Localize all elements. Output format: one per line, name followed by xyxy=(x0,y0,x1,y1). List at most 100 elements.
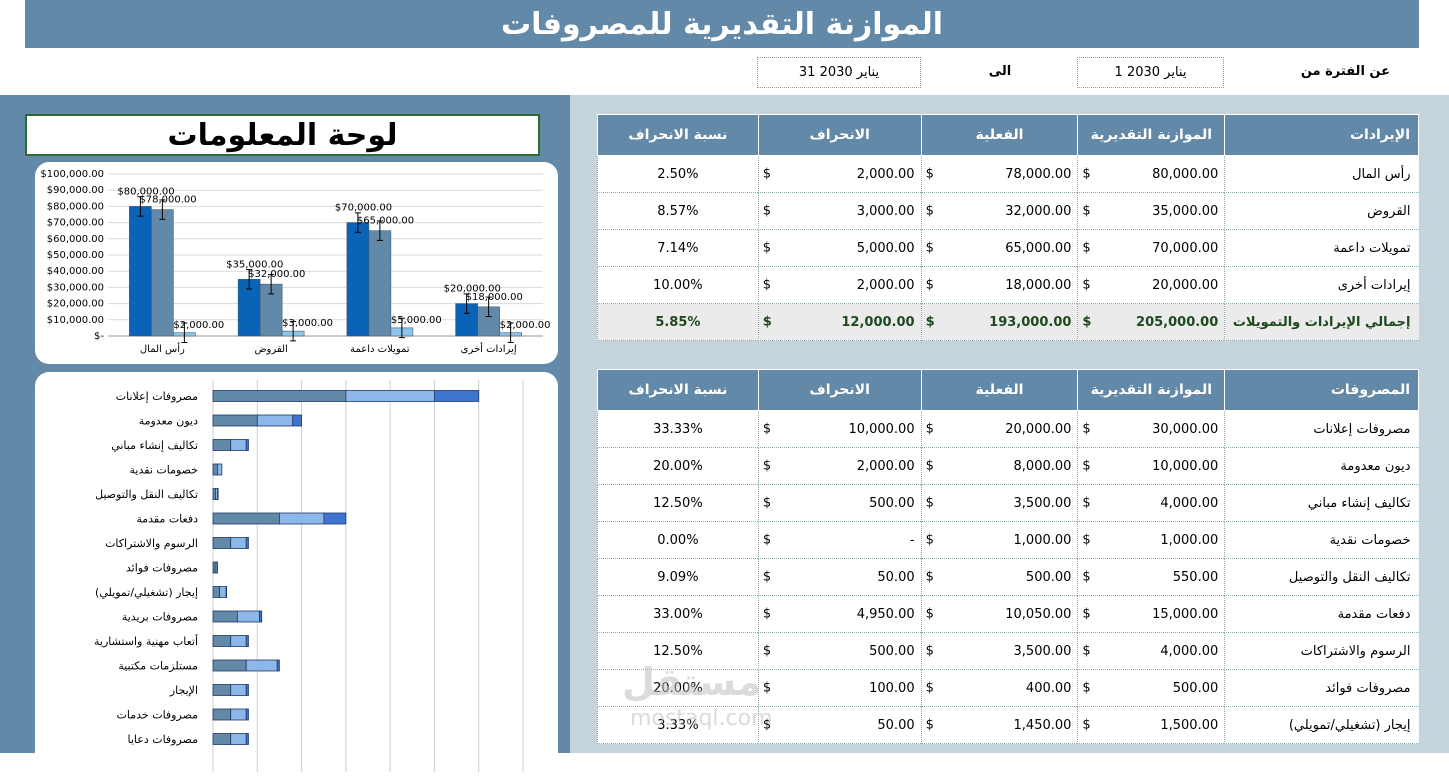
y-tick-label: دفعات مقدمة xyxy=(136,513,198,526)
currency-symbol: $ xyxy=(925,643,934,659)
cell-variance[interactable]: $ - xyxy=(757,521,922,559)
cell-actual[interactable]: $8,000.00 xyxy=(920,447,1078,485)
cell-budget[interactable]: $4,000.00 xyxy=(1077,484,1225,522)
cell-variance[interactable]: $3,000.00 xyxy=(757,192,922,230)
x-tick-label: رأس المال xyxy=(140,342,185,355)
cell-budget[interactable]: $10,000.00 xyxy=(1077,447,1225,485)
row-label[interactable]: ديون معدومة xyxy=(1224,447,1419,485)
expense-header-4: نسبة الانحراف xyxy=(597,369,759,411)
row-label[interactable]: تكاليف النقل والتوصيل xyxy=(1224,558,1419,596)
currency-symbol: $ xyxy=(1082,495,1091,511)
cell-variance[interactable]: $50.00 xyxy=(757,706,922,744)
cell-pct[interactable]: 9.09% xyxy=(597,558,759,596)
cell-value: 3,500.00 xyxy=(1013,495,1072,511)
cell-budget[interactable]: $35,000.00 xyxy=(1077,192,1225,230)
cell-actual[interactable]: $78,000.00 xyxy=(920,155,1078,193)
row-label[interactable]: خصومات نقدية xyxy=(1224,521,1419,559)
row-label[interactable]: تمويلات داعمة xyxy=(1224,229,1419,267)
cell-variance[interactable]: $500.00 xyxy=(757,632,922,670)
cell-budget[interactable]: $80,000.00 xyxy=(1077,155,1225,193)
cell-actual[interactable]: $400.00 xyxy=(920,669,1078,707)
bar xyxy=(368,230,392,337)
cell-pct[interactable]: 0.00% xyxy=(597,521,759,559)
cell-budget[interactable]: $4,000.00 xyxy=(1077,632,1225,670)
bar xyxy=(219,586,227,598)
cell-pct[interactable]: 3.33% xyxy=(597,706,759,744)
y-tick-label: تكاليف النقل والتوصيل xyxy=(95,488,198,501)
cell-variance[interactable]: $5,000.00 xyxy=(757,229,922,267)
cell-variance[interactable]: $500.00 xyxy=(757,484,922,522)
row-label[interactable]: إيرادات أخرى xyxy=(1224,266,1419,304)
row-label[interactable]: القروض xyxy=(1224,192,1419,230)
y-tick-label: $20,000.00 xyxy=(47,299,104,310)
cell-pct[interactable]: 20.00% xyxy=(597,447,759,485)
cell-budget[interactable]: $70,000.00 xyxy=(1077,229,1225,267)
expense-row: الرسوم والاشتراكات $4,000.00 $3,500.00 $500… xyxy=(597,632,1419,670)
row-label[interactable]: دفعات مقدمة xyxy=(1224,595,1419,633)
cell-budget[interactable]: $30,000.00 xyxy=(1077,410,1225,448)
cell-actual[interactable]: $193,000.00 xyxy=(920,303,1078,341)
currency-symbol: $ xyxy=(925,277,934,293)
cell-pct[interactable]: 2.50% xyxy=(597,155,759,193)
cell-budget[interactable]: $205,000.00 xyxy=(1077,303,1225,341)
cell-actual[interactable]: $20,000.00 xyxy=(920,410,1078,448)
bar xyxy=(129,206,152,337)
cell-actual[interactable]: $3,500.00 xyxy=(920,632,1078,670)
bar xyxy=(230,537,247,549)
cell-actual[interactable]: $500.00 xyxy=(920,558,1078,596)
cell-budget[interactable]: $1,500.00 xyxy=(1077,706,1225,744)
cell-pct[interactable]: 8.57% xyxy=(597,192,759,230)
cell-actual[interactable]: $65,000.00 xyxy=(920,229,1078,267)
cell-variance[interactable]: $50.00 xyxy=(757,558,922,596)
cell-pct[interactable]: 12.50% xyxy=(597,484,759,522)
cell-variance[interactable]: $10,000.00 xyxy=(757,410,922,448)
currency-symbol: $ xyxy=(1082,680,1091,696)
cell-budget[interactable]: $500.00 xyxy=(1077,669,1225,707)
cell-pct[interactable]: 33.00% xyxy=(597,595,759,633)
bar xyxy=(245,708,249,721)
cell-pct[interactable]: 12.50% xyxy=(597,632,759,670)
cell-variance[interactable]: $4,950.00 xyxy=(757,595,922,633)
cell-variance[interactable]: $100.00 xyxy=(757,669,922,707)
cell-variance[interactable]: $2,000.00 xyxy=(757,447,922,485)
cell-pct[interactable]: 7.14% xyxy=(597,229,759,267)
row-label[interactable]: رأس المال xyxy=(1224,155,1419,193)
period-to-field[interactable]: 31 يناير 2030 xyxy=(757,57,921,88)
currency-symbol: $ xyxy=(1082,606,1091,622)
bar xyxy=(345,390,435,402)
period-from-field[interactable]: 1 يناير 2030 xyxy=(1077,57,1224,88)
row-label[interactable]: إجمالي الإيرادات والتمويلات xyxy=(1224,303,1419,341)
cell-pct[interactable]: 5.85% xyxy=(597,303,759,341)
cell-budget[interactable]: $550.00 xyxy=(1077,558,1225,596)
revenue-row: تمويلات داعمة $70,000.00 $65,000.00 $5,000.… xyxy=(597,229,1419,267)
row-label[interactable]: إيجار (تشغيلي/تمويلي) xyxy=(1224,706,1419,744)
cell-actual[interactable]: $3,500.00 xyxy=(920,484,1078,522)
currency-symbol: $ xyxy=(925,203,934,219)
cell-actual[interactable]: $1,450.00 xyxy=(920,706,1078,744)
row-label[interactable]: مصروفات إعلانات xyxy=(1224,410,1419,448)
cell-variance[interactable]: $12,000.00 xyxy=(757,303,922,341)
cell-actual[interactable]: $10,050.00 xyxy=(920,595,1078,633)
revenue-row: إيرادات أخرى $20,000.00 $18,000.00 $2,000.0… xyxy=(597,266,1419,304)
row-label[interactable]: مصروفات فوائد xyxy=(1224,669,1419,707)
y-tick-label: $80,000.00 xyxy=(47,201,104,212)
dashboard-title: لوحة المعلومات xyxy=(25,114,540,156)
row-label[interactable]: تكاليف إنشاء مباني xyxy=(1224,484,1419,522)
cell-budget[interactable]: $20,000.00 xyxy=(1077,266,1225,304)
cell-actual[interactable]: $18,000.00 xyxy=(920,266,1078,304)
cell-budget[interactable]: $15,000.00 xyxy=(1077,595,1225,633)
y-tick-label: مصروفات فوائد xyxy=(126,562,198,575)
row-label[interactable]: الرسوم والاشتراكات xyxy=(1224,632,1419,670)
cell-pct[interactable]: 20.00% xyxy=(597,669,759,707)
revenue-header-1: الموازنة التقديرية xyxy=(1077,114,1226,156)
cell-actual[interactable]: $1,000.00 xyxy=(920,521,1078,559)
cell-value: 3,500.00 xyxy=(1013,643,1072,659)
expense-header-0: المصروفات xyxy=(1224,369,1419,411)
cell-budget[interactable]: $1,000.00 xyxy=(1077,521,1225,559)
cell-pct[interactable]: 33.33% xyxy=(597,410,759,448)
cell-variance[interactable]: $2,000.00 xyxy=(757,266,922,304)
cell-pct[interactable]: 10.00% xyxy=(597,266,759,304)
y-tick-label: مصروفات إعلانات xyxy=(116,390,198,403)
cell-actual[interactable]: $32,000.00 xyxy=(920,192,1078,230)
cell-variance[interactable]: $2,000.00 xyxy=(757,155,922,193)
